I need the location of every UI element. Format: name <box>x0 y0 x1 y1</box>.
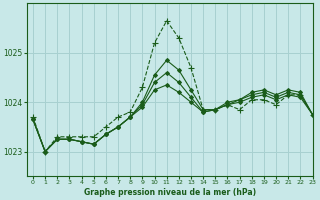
X-axis label: Graphe pression niveau de la mer (hPa): Graphe pression niveau de la mer (hPa) <box>84 188 256 197</box>
